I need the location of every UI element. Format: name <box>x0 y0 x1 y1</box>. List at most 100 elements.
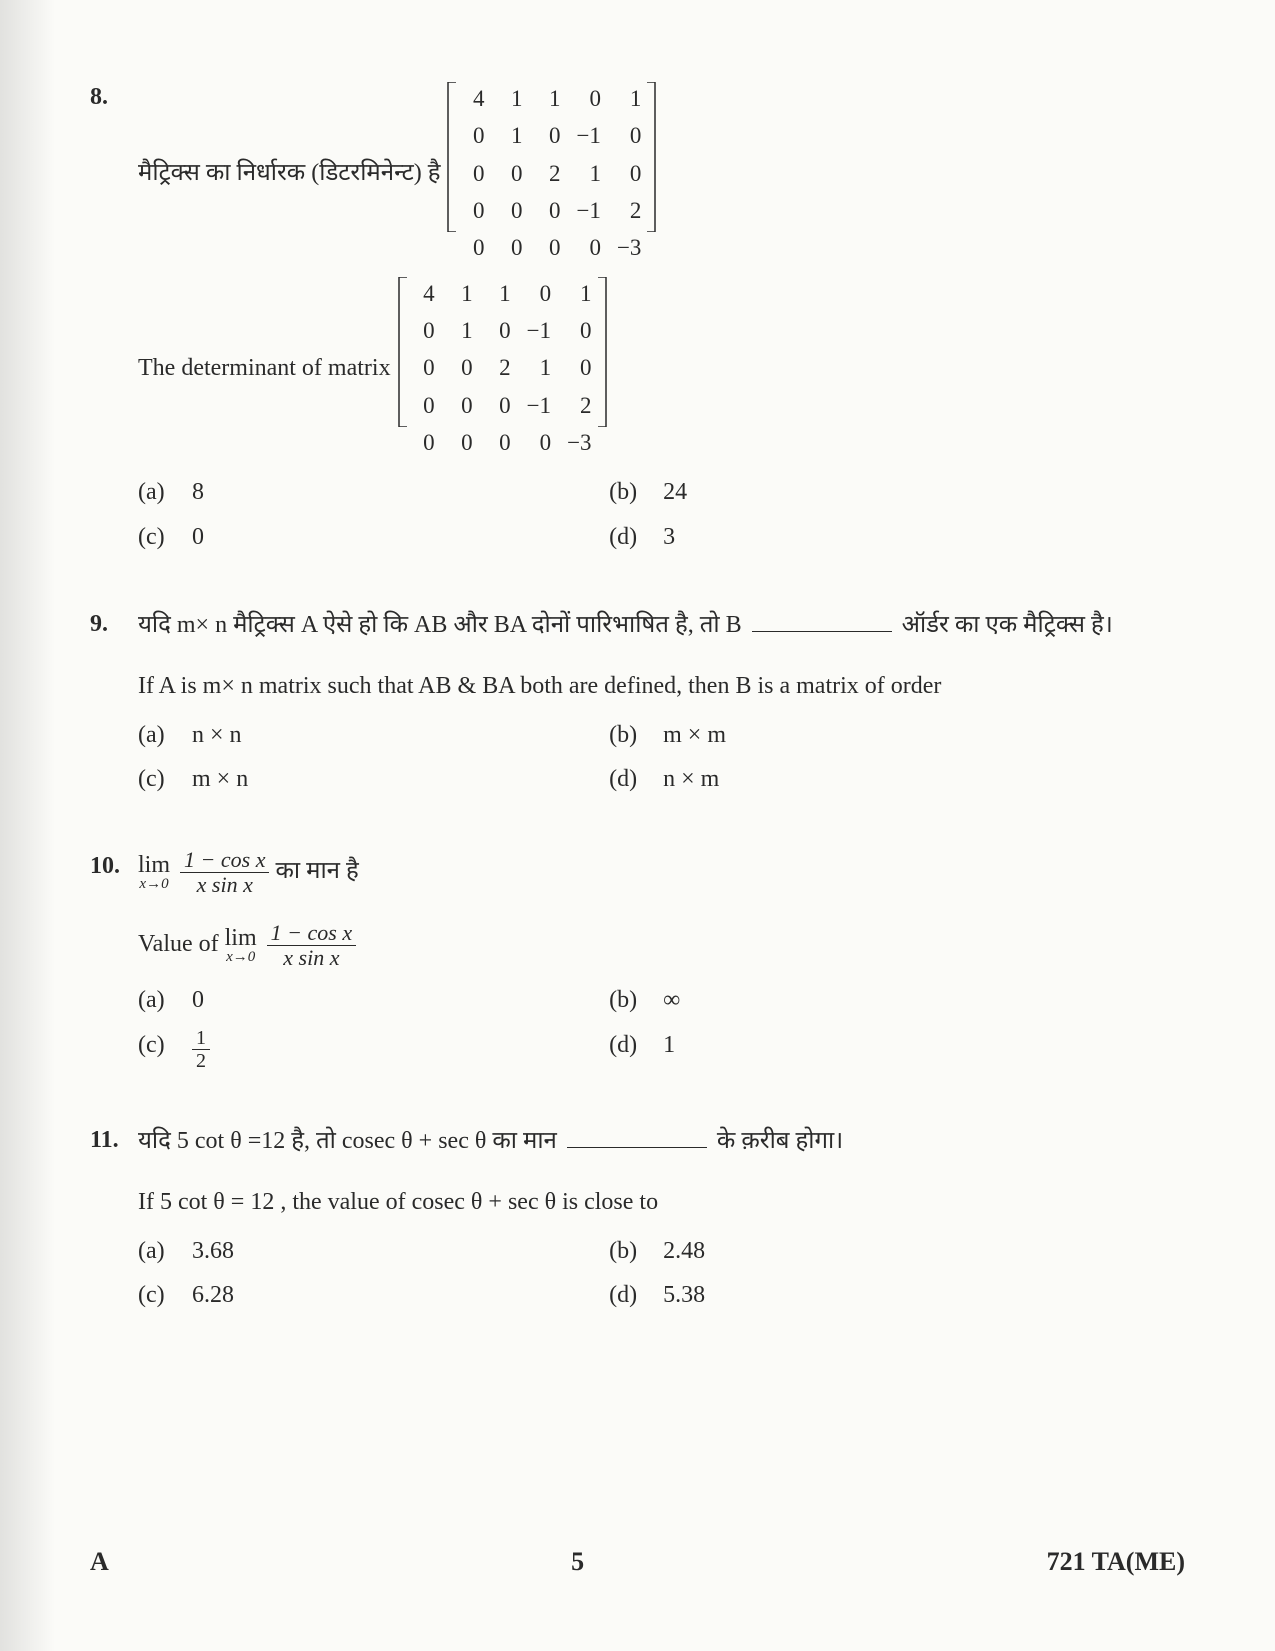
q8-matrix-grid-2: 41101 010−10 00210 000−12 0000−3 <box>409 275 596 462</box>
mcell: 0 <box>413 314 435 347</box>
q8-eng-text: The determinant of matrix <box>138 351 391 386</box>
question-8: 8. मैट्रिक्स का निर्धारक (डिटरमिनेन्ट) ह… <box>90 80 1185 555</box>
q8-number: 8. <box>90 80 138 115</box>
q11-hindi-line: यदि 5 cot θ =12 है, तो cosec θ + sec θ क… <box>138 1123 1185 1159</box>
opt-label: (b) <box>609 983 643 1018</box>
q11-option-d: (d)5.38 <box>609 1278 1080 1313</box>
mcell: −3 <box>567 426 591 459</box>
q11-number: 11. <box>90 1123 138 1158</box>
mcell: 0 <box>576 82 600 115</box>
mcell: 2 <box>567 389 591 422</box>
q8-option-a: (a)8 <box>138 475 609 510</box>
mcell: 4 <box>413 277 435 310</box>
mcell: −3 <box>617 231 641 264</box>
mcell: 1 <box>451 314 473 347</box>
mcell: 0 <box>567 314 591 347</box>
blank-line-icon <box>752 607 892 632</box>
frac-den: 2 <box>192 1050 210 1071</box>
frac-num: 1 − cos x <box>180 849 269 873</box>
q8-body: मैट्रिक्स का निर्धारक (डिटरमिनेन्ट) है 4… <box>138 80 1185 555</box>
question-10: 10. lim x→0 1 − cos x x sin x का मान है … <box>90 849 1185 1071</box>
mcell: 0 <box>413 389 435 422</box>
opt-value: n × n <box>192 718 242 753</box>
q11-option-a: (a)3.68 <box>138 1234 609 1269</box>
mcell: 0 <box>500 231 522 264</box>
q9-body: यदि m× n मैट्रिक्स A ऐसे हो कि AB और BA … <box>138 607 1185 797</box>
opt-value: n × m <box>663 762 719 797</box>
mcell: 0 <box>617 157 641 190</box>
q10-eng-prefix: Value of <box>138 931 225 957</box>
q9-hindi-post: ऑर्डर का एक मैट्रिक्स है। <box>902 612 1113 638</box>
opt-label: (a) <box>138 983 172 1018</box>
mcell: 0 <box>462 231 484 264</box>
q8-hindi-text: मैट्रिक्स का निर्धारक (डिटरमिनेन्ट) है <box>138 156 440 191</box>
q9-option-c: (c)m × n <box>138 762 609 797</box>
fraction-half: 1 2 <box>192 1028 210 1071</box>
q10-eng-line: Value of lim x→0 1 − cos x x sin x <box>138 922 1185 969</box>
mcell: 0 <box>413 351 435 384</box>
mcell: 1 <box>576 157 600 190</box>
mcell: −1 <box>527 389 551 422</box>
footer-right: 721 TA(ME) <box>1047 1543 1185 1581</box>
scan-shadow <box>0 0 55 1651</box>
q11-hindi-pre: यदि 5 cot θ =12 है, तो cosec θ + sec θ क… <box>138 1128 557 1154</box>
opt-label: (d) <box>609 1028 643 1071</box>
q11-hindi-post: के क़रीब होगा। <box>717 1128 843 1154</box>
q9-option-b: (b)m × m <box>609 718 1080 753</box>
opt-value: 1 <box>663 1028 675 1071</box>
q11-option-c: (c)6.28 <box>138 1278 609 1313</box>
q9-option-a: (a)n × n <box>138 718 609 753</box>
frac-den: x sin x <box>279 946 343 969</box>
mcell: 0 <box>617 119 641 152</box>
q11-body: यदि 5 cot θ =12 है, तो cosec θ + sec θ क… <box>138 1123 1185 1313</box>
q8-option-b: (b)24 <box>609 475 1080 510</box>
mcell: 0 <box>538 194 560 227</box>
q11-options: (a)3.68 (b)2.48 (c)6.28 (d)5.38 <box>138 1234 1080 1314</box>
mcell: −1 <box>576 194 600 227</box>
mcell: 1 <box>617 82 641 115</box>
frac-num: 1 − cos x <box>267 922 356 946</box>
lim-label: lim <box>225 926 257 950</box>
opt-value: 1 2 <box>192 1028 210 1071</box>
mcell: 4 <box>462 82 484 115</box>
q11-eng-line: If 5 cot θ = 12 , the value of cosec θ +… <box>138 1185 1185 1220</box>
mcell: 0 <box>413 426 435 459</box>
q10-option-a: (a)0 <box>138 983 609 1018</box>
mcell: 0 <box>500 157 522 190</box>
mcell: −1 <box>576 119 600 152</box>
mcell: 1 <box>567 277 591 310</box>
right-bracket-icon <box>645 80 657 267</box>
limit-expr: lim x→0 <box>225 926 257 965</box>
mcell: 0 <box>489 389 511 422</box>
opt-label: (b) <box>609 1234 643 1269</box>
opt-label: (c) <box>138 1028 172 1071</box>
opt-value: m × m <box>663 718 726 753</box>
opt-label: (c) <box>138 762 172 797</box>
q10-hindi-suffix: का मान है <box>275 858 358 884</box>
mcell: 0 <box>462 157 484 190</box>
opt-label: (d) <box>609 1278 643 1313</box>
right-bracket-icon <box>596 275 608 462</box>
q10-options: (a)0 (b) ∞ (c) 1 2 (d) 1 <box>138 983 1080 1071</box>
q8-matrix-eng: 41101 010−10 00210 000−12 0000−3 <box>397 275 608 462</box>
opt-value: ∞ <box>663 983 680 1018</box>
opt-value: 24 <box>663 475 687 510</box>
mcell: 0 <box>462 119 484 152</box>
q11-option-b: (b)2.48 <box>609 1234 1080 1269</box>
page-footer: A 5 721 TA(ME) <box>90 1543 1185 1581</box>
mcell: 0 <box>451 426 473 459</box>
mcell: 1 <box>500 82 522 115</box>
mcell: 1 <box>489 277 511 310</box>
mcell: 1 <box>527 351 551 384</box>
question-11: 11. यदि 5 cot θ =12 है, तो cosec θ + sec… <box>90 1123 1185 1313</box>
q10-body: lim x→0 1 − cos x x sin x का मान है Valu… <box>138 849 1185 1071</box>
mcell: 0 <box>527 426 551 459</box>
opt-value: 8 <box>192 475 204 510</box>
q9-eng-line: If A is m× n matrix such that AB & BA bo… <box>138 669 1185 704</box>
frac-num: 1 <box>192 1028 210 1050</box>
q10-option-d: (d) 1 <box>609 1028 1080 1071</box>
fraction-expr: 1 − cos x x sin x <box>267 922 356 969</box>
mcell: 1 <box>538 82 560 115</box>
opt-value: 3.68 <box>192 1234 234 1269</box>
q9-number: 9. <box>90 607 138 642</box>
